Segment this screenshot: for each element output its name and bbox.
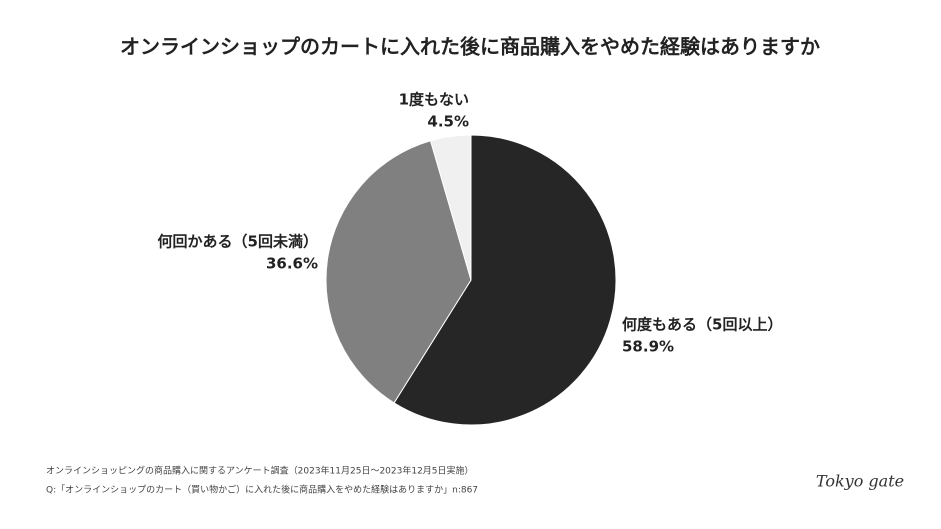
footer-question: Q:「オンラインショップのカート（買い物かご）に入れた後に商品購入をやめた経験は… bbox=[46, 484, 478, 496]
slice-label: 何回かある（5回未満） bbox=[158, 233, 318, 251]
slice-value-label: 4.5% bbox=[427, 113, 469, 131]
slice-value-label: 58.9% bbox=[622, 338, 674, 356]
slice-label: 1度もない bbox=[399, 91, 469, 109]
pie-slice bbox=[429, 134, 472, 281]
slice-value-label: 36.6% bbox=[266, 255, 318, 273]
pie-slice bbox=[325, 140, 472, 404]
pie-slice bbox=[393, 134, 617, 426]
chart-title: オンラインショップのカートに入れた後に商品購入をやめた経験はありますか bbox=[120, 35, 820, 59]
footer-source: オンラインショッピングの商品購入に関するアンケート調査（2023年11月25日〜… bbox=[46, 465, 474, 477]
slice-label: 何度もある（5回以上） bbox=[622, 316, 782, 334]
logo: Tokyo gate bbox=[816, 472, 904, 491]
